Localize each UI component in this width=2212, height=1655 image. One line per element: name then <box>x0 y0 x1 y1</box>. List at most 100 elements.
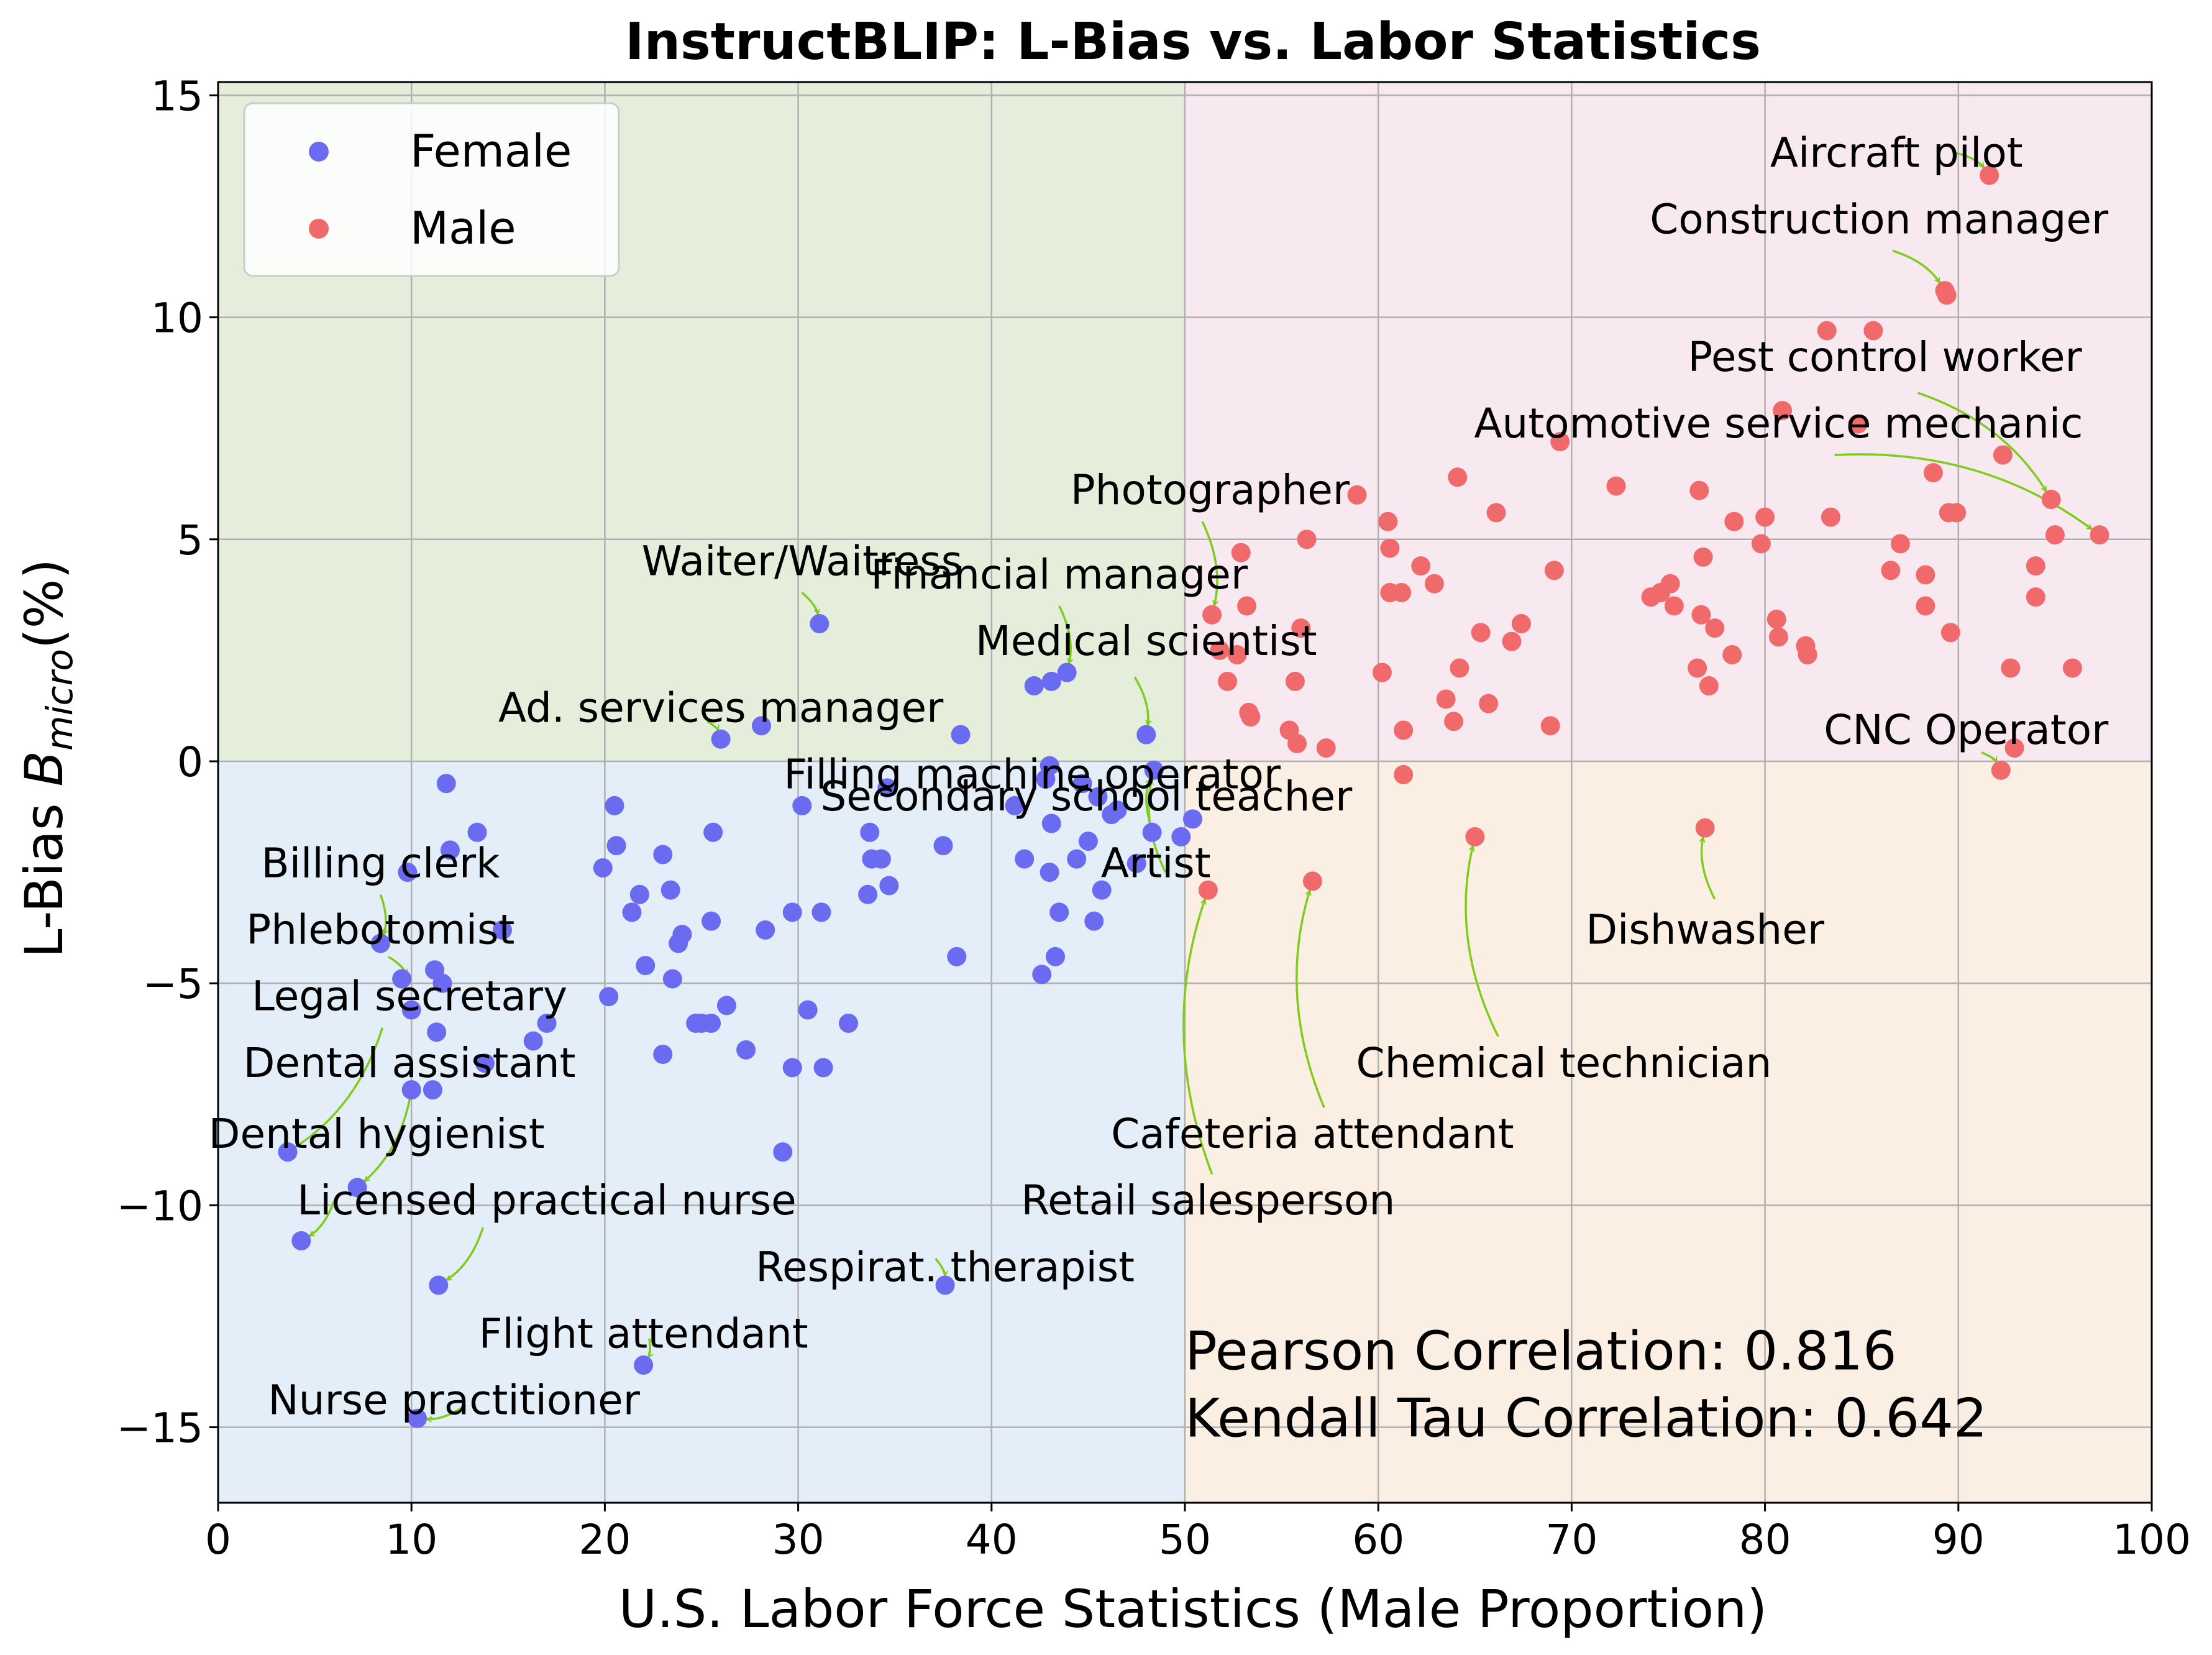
male-point <box>1287 733 1307 753</box>
female-point <box>636 956 656 976</box>
female-point <box>1084 911 1104 931</box>
male-point <box>1768 627 1788 647</box>
legend-label-female: Female <box>410 125 572 177</box>
male-point <box>1502 631 1522 651</box>
male-point <box>1394 720 1414 740</box>
annotation-arrow <box>1182 899 1213 1175</box>
male-point <box>1237 596 1257 616</box>
annotation-arrow <box>296 1027 384 1148</box>
male-point <box>2026 556 2045 576</box>
female-point <box>467 822 487 842</box>
male-point <box>1444 712 1464 731</box>
male-point <box>1291 618 1311 638</box>
female-point <box>427 1022 447 1042</box>
annotation-arrow <box>364 1089 413 1181</box>
female-point <box>606 836 626 856</box>
legend-marker-female <box>309 142 329 162</box>
x-axis-ticks: 0 10 20 30 40 50 60 70 80 90 100 <box>205 1503 2191 1564</box>
female-point <box>951 725 971 745</box>
male-point <box>1380 538 1400 558</box>
female-point <box>1041 671 1061 691</box>
female-point <box>1040 863 1059 883</box>
female-point <box>1005 795 1025 815</box>
female-point <box>1182 809 1202 829</box>
male-point <box>1916 596 1936 616</box>
male-point <box>1450 658 1469 678</box>
annotation-arrow <box>647 1338 651 1357</box>
x-tick-label: 10 <box>385 1516 437 1564</box>
male-point <box>2001 658 2021 678</box>
male-point <box>1217 671 1237 691</box>
y-tick-label: −15 <box>117 1405 203 1452</box>
x-tick-label: 30 <box>772 1516 825 1564</box>
male-point <box>2090 525 2109 545</box>
y-tick-label: −5 <box>143 960 203 1008</box>
female-point <box>871 849 891 869</box>
male-point <box>1198 880 1218 900</box>
female-point <box>798 1000 818 1020</box>
male-point <box>1947 503 1967 523</box>
annotation-label: Financial manager <box>871 551 1248 598</box>
female-point <box>436 774 456 794</box>
female-point <box>475 1053 495 1073</box>
female-point <box>703 822 723 842</box>
annotation-label: Aircraft pilot <box>1770 129 2023 177</box>
male-point <box>1691 605 1711 625</box>
male-point <box>1486 503 1506 523</box>
female-point <box>1127 853 1146 873</box>
annotation-arrow <box>446 1227 485 1281</box>
male-point <box>1923 463 1943 483</box>
annotation-label: Secondary school teacher <box>820 772 1353 820</box>
male-point <box>1991 760 2011 780</box>
annotation-label: Pest control worker <box>1688 333 2082 381</box>
legend-box <box>243 102 620 277</box>
female-point <box>935 1275 955 1295</box>
y-axis-label-subscript: micro <box>39 649 81 751</box>
annotation-label: Medical scientist <box>976 617 1317 665</box>
data-points <box>278 165 2109 1428</box>
annotation-label: Construction manager <box>1650 195 2109 243</box>
female-point <box>653 1044 673 1064</box>
x-tick-label: 20 <box>578 1516 631 1564</box>
x-tick-label: 0 <box>205 1516 231 1564</box>
female-point <box>622 902 642 922</box>
male-point <box>1881 561 1901 580</box>
annotation-label: Dishwasher <box>1586 905 1825 953</box>
legend: Female Male <box>243 102 620 277</box>
y-axis-label-main: L-Bias <box>14 787 75 958</box>
female-point <box>947 947 967 966</box>
female-point <box>599 987 619 1007</box>
male-point <box>1773 401 1793 421</box>
female-point <box>1015 849 1035 869</box>
male-point <box>1316 738 1336 758</box>
male-point <box>1705 618 1725 638</box>
female-point <box>392 969 412 989</box>
female-point <box>423 1080 442 1100</box>
pearson-correlation: Pearson Correlation: 0.816 <box>1185 1321 1897 1383</box>
female-point <box>813 1058 833 1078</box>
annotation-arrow <box>935 1257 946 1276</box>
female-point <box>756 920 775 940</box>
male-point <box>1937 285 1957 305</box>
male-point <box>1448 467 1468 487</box>
female-point <box>1040 756 1059 776</box>
female-point <box>702 1013 721 1033</box>
annotation-labels: Aircraft pilot Construction manager Pest c… <box>209 129 2109 1424</box>
male-point <box>1688 658 1707 678</box>
annotation-arrow <box>309 1200 336 1237</box>
annotation-label: Flight attendant <box>479 1310 808 1358</box>
annotation-arrow <box>1058 605 1071 664</box>
female-point <box>773 1142 793 1162</box>
male-point <box>1890 534 1910 554</box>
annotation-label: Filling machine operator <box>784 750 1281 798</box>
male-point <box>1980 165 1999 185</box>
male-point <box>1940 623 1960 643</box>
annotation-label: Artist <box>1101 839 1211 887</box>
x-tick-label: 70 <box>1545 1516 1597 1564</box>
male-point <box>1660 574 1680 594</box>
male-point <box>1606 476 1626 496</box>
kendall-tau-correlation: Kendall Tau Correlation: 0.642 <box>1185 1388 1988 1450</box>
male-point <box>1722 645 1742 665</box>
annotation-label: Phlebotomist <box>246 905 514 953</box>
legend-label-male: Male <box>410 202 516 254</box>
